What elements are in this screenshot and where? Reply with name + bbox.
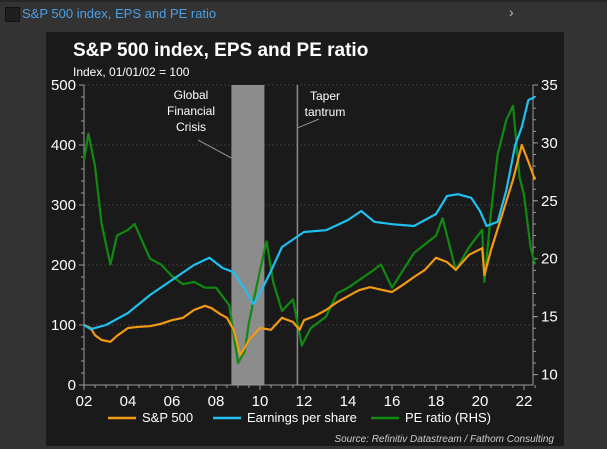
legend: S&P 500 Earnings per share PE ratio (RHS) <box>108 410 491 425</box>
left-tick-label: 200 <box>51 257 76 274</box>
window-title[interactable]: S&P 500 index, EPS and PE ratio <box>22 6 217 21</box>
earnings-per-share-line <box>83 95 536 331</box>
x-tick-label: 10 <box>252 393 269 410</box>
left-tick-label: 100 <box>51 317 76 334</box>
right-tick-label: 25 <box>541 193 558 210</box>
series-lines <box>82 95 537 365</box>
chart-subtitle: Index, 01/01/02 = 100 <box>73 65 190 79</box>
annotations: Global Financial Crisis Taper tantrum <box>167 85 345 385</box>
chart-title: S&P 500 index, EPS and PE ratio <box>73 40 368 61</box>
gfc-label-line: Global <box>174 88 209 102</box>
right-tick-label: 10 <box>541 367 558 384</box>
right-tick-label: 30 <box>541 135 558 152</box>
x-tick-label: 04 <box>120 393 137 410</box>
left-tick-label: 0 <box>68 377 76 394</box>
taper-label-line: tantrum <box>305 105 346 119</box>
legend-label: S&P 500 <box>142 410 193 425</box>
legend-label: PE ratio (RHS) <box>405 410 491 425</box>
axes: 0 100 200 300 400 500 10 15 20 25 30 35 02 04 06 08 10 12… <box>51 77 558 410</box>
chart-panel: S&P 500 index, EPS and PE ratio Index, 0… <box>46 32 564 446</box>
legend-label: Earnings per share <box>247 410 357 425</box>
source-note: Source: Refinitiv Datastream / Fathom Co… <box>334 434 554 445</box>
chart-svg: S&P 500 index, EPS and PE ratio Index, 0… <box>51 40 558 445</box>
x-tick-label: 08 <box>208 393 225 410</box>
x-tick-label: 22 <box>516 393 533 410</box>
left-tick-label: 300 <box>51 197 76 214</box>
gridlines <box>84 84 533 326</box>
gfc-leader-line <box>197 139 232 159</box>
x-tick-label: 20 <box>472 393 489 410</box>
gfc-label-line: Crisis <box>176 120 206 134</box>
window-titlebar: S&P 500 index, EPS and PE ratio › <box>0 0 607 26</box>
pe-ratio-rhs-line <box>82 104 537 365</box>
x-tick-label: 12 <box>296 393 313 410</box>
right-tick-label: 15 <box>541 309 558 326</box>
x-tick-label: 16 <box>384 393 401 410</box>
taper-leader-line <box>297 118 320 129</box>
left-tick-label: 400 <box>51 137 76 154</box>
taper-label-line: Taper <box>310 89 340 103</box>
right-tick-label: 20 <box>541 251 558 268</box>
select-checkbox[interactable] <box>5 7 20 22</box>
chevron-right-icon[interactable]: › <box>509 4 514 20</box>
x-tick-label: 02 <box>76 393 93 410</box>
gfc-label-line: Financial <box>167 104 215 118</box>
s-p-500-line <box>83 143 537 357</box>
left-tick-label: 500 <box>51 77 76 94</box>
x-tick-label: 18 <box>428 393 445 410</box>
x-tick-label: 06 <box>164 393 181 410</box>
x-tick-label: 14 <box>340 393 357 410</box>
right-tick-label: 35 <box>541 77 558 94</box>
